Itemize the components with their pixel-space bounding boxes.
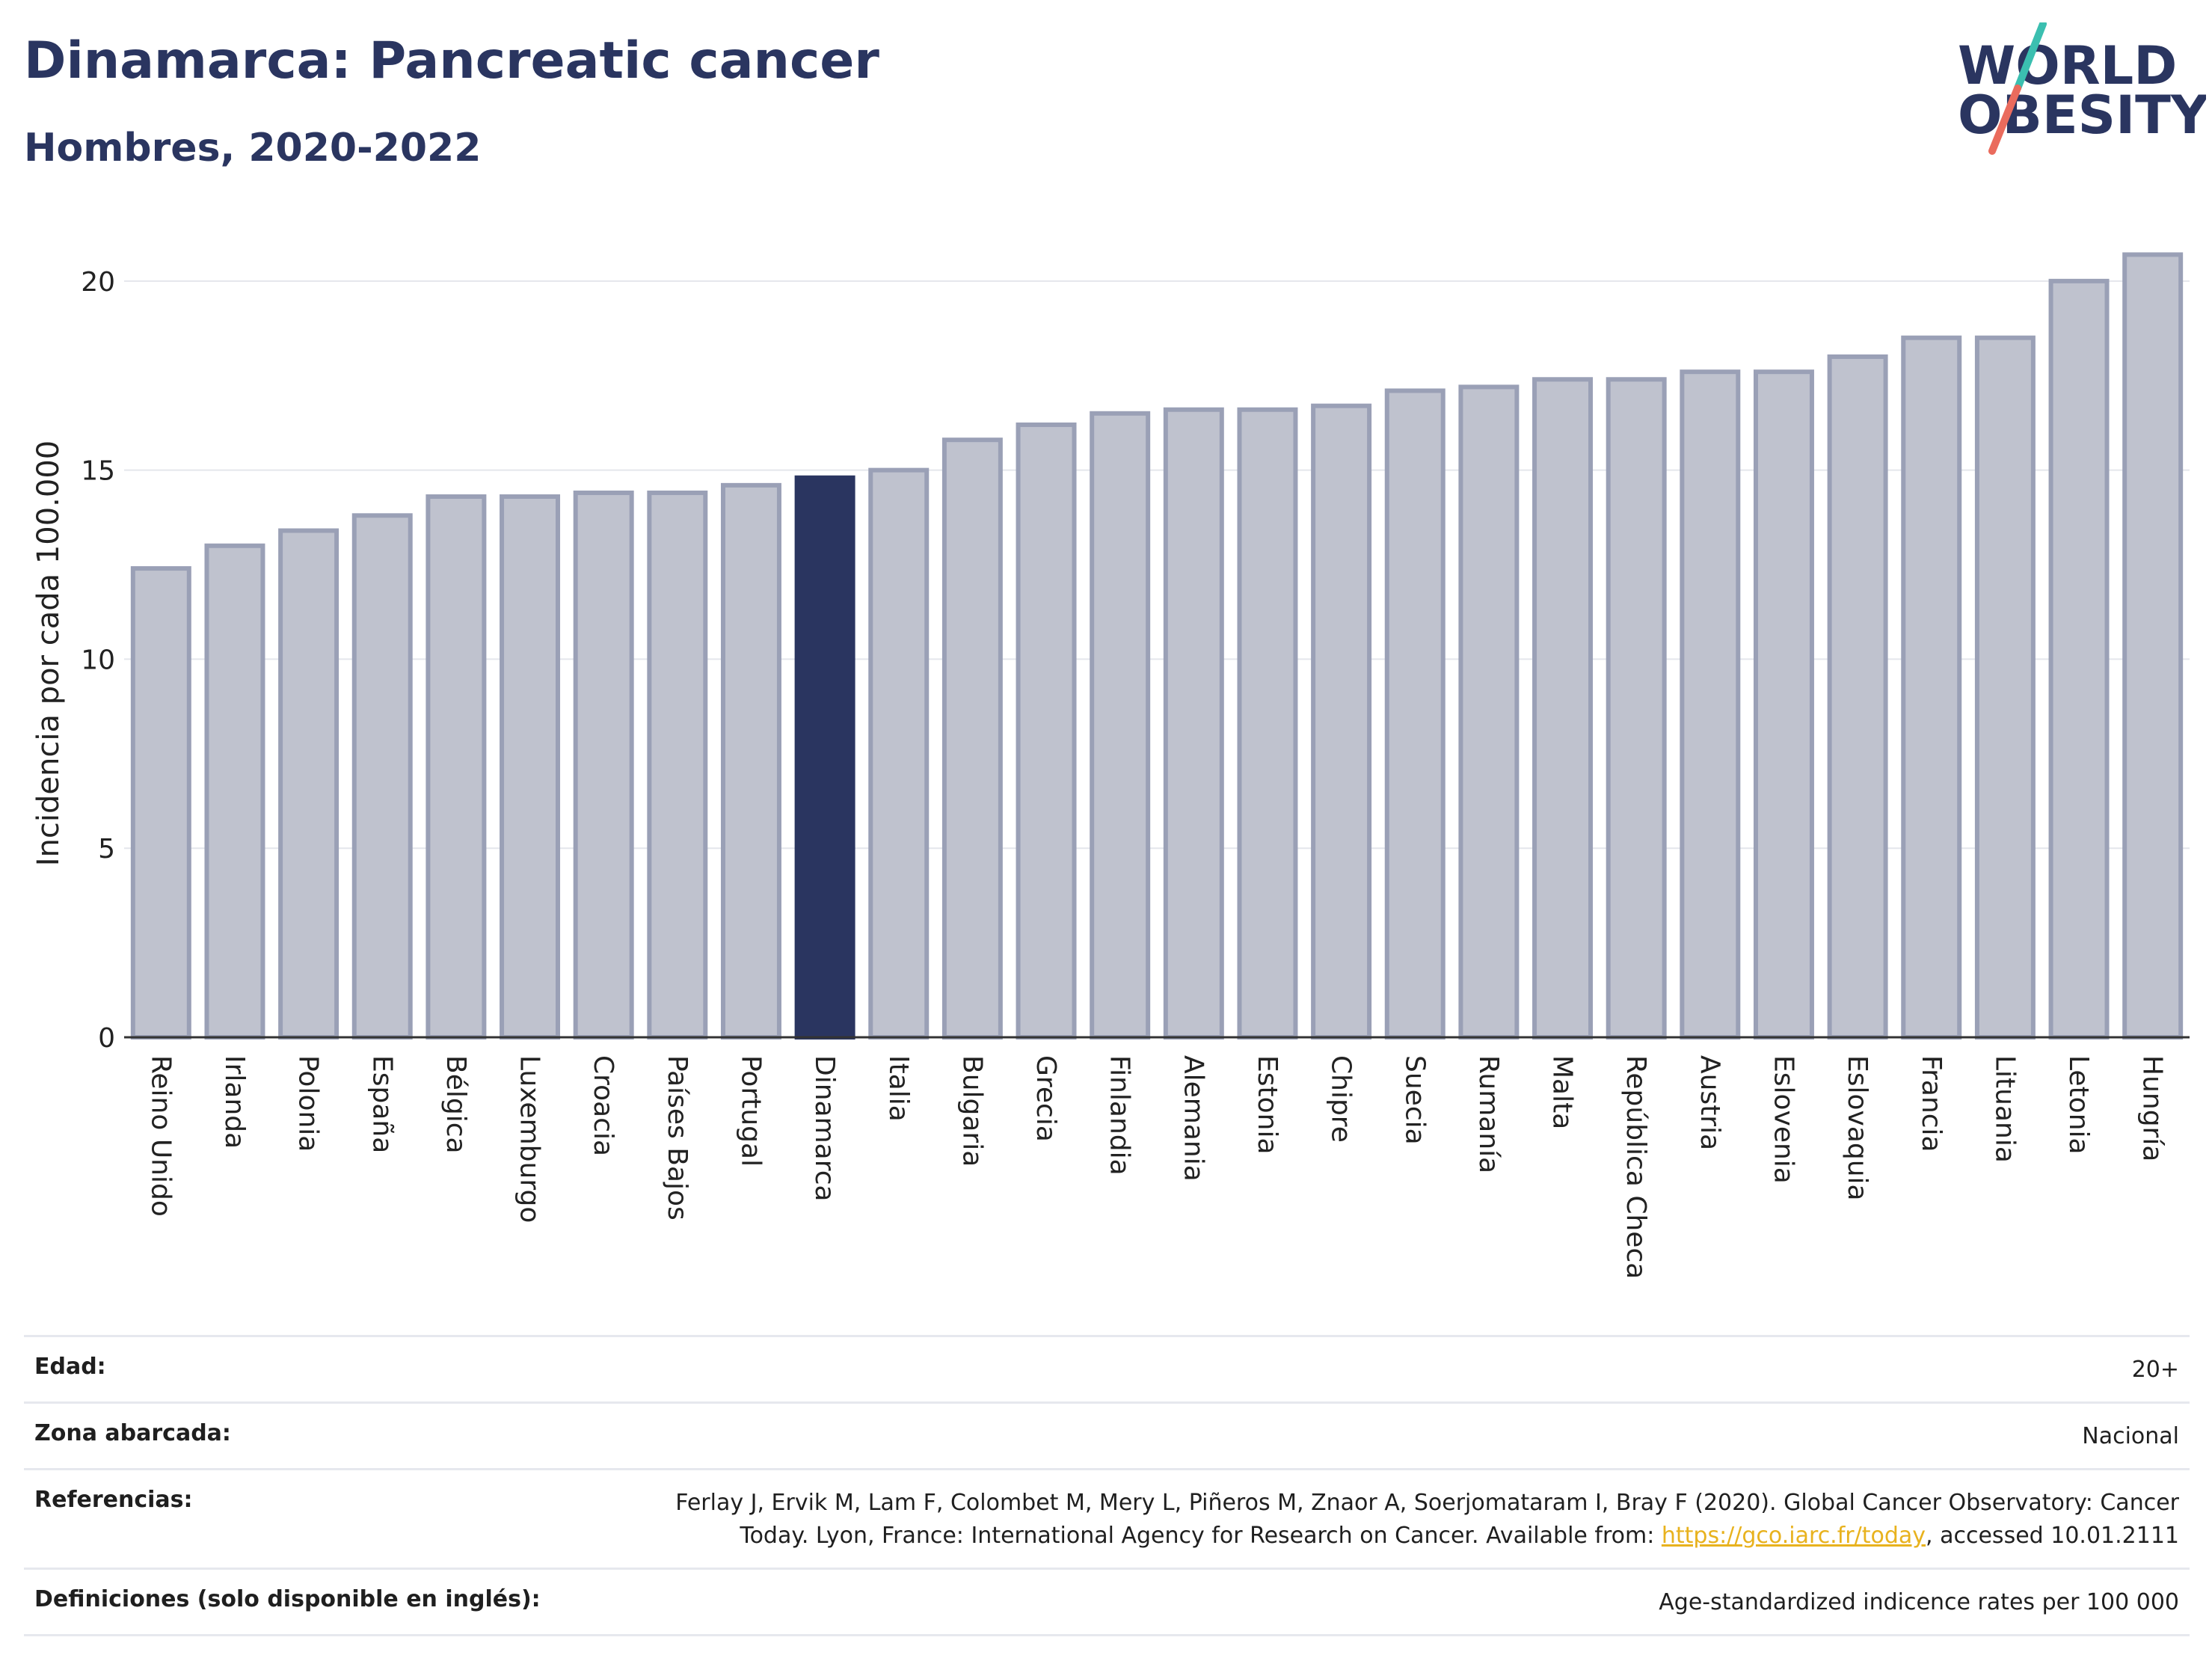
bar-eslovenia [1753,369,1814,1040]
info-key-definitions: Definiciones (solo disponible en inglés)… [34,1586,541,1612]
x-label-irlanda: Irlanda [219,1055,250,1149]
info-row-definitions: Definiciones (solo disponible en inglés)… [24,1568,2190,1636]
info-value-age: 20+ [2131,1357,2179,1383]
info-row-references: Referencias: Ferlay J, Ervik M, Lam F, C… [24,1468,2190,1568]
bar-irlanda [204,543,265,1040]
chart-title: Dinamarca: Pancreatic cancer [24,31,879,90]
x-label-finlandia: Finlandia [1105,1055,1135,1176]
x-label-república-checa: República Checa [1620,1055,1651,1279]
reference-accessed: , accessed 10.01.2111 [1926,1523,2179,1549]
info-key-age: Edad: [34,1354,106,1380]
info-row-age: Edad: 20+ [24,1335,2190,1401]
y-tick-label-5: 5 [98,834,115,865]
y-tick-label-10: 10 [81,645,115,675]
x-label-españa: España [366,1055,397,1153]
x-label-chipre: Chipre [1326,1055,1357,1143]
info-value-references: Ferlay J, Ervik M, Lam F, Colombet M, Me… [609,1487,2179,1553]
logo-text-world: WORLD [1958,35,2177,96]
bar-finlandia [1090,411,1151,1040]
x-label-malta: Malta [1547,1055,1578,1129]
world-obesity-logo: WORLD OBESITY [1958,22,2206,155]
info-row-area: Zona abarcada: Nacional [24,1401,2190,1468]
info-key-area: Zona abarcada: [34,1420,231,1446]
x-label-dinamarca: Dinamarca [809,1055,840,1202]
info-value-definitions: Age-standardized indicence rates per 100… [1659,1589,2179,1615]
bar-grecia [1016,422,1077,1040]
bar-chart: 0 5 10 15 20 Reino Unido Irlanda Polonia España… [31,252,2190,1279]
x-label-reino-unido: Reino Unido [145,1055,176,1217]
x-label-croacia: Croacia [588,1055,618,1156]
x-label-grecia: Grecia [1030,1055,1061,1142]
x-label-eslovaquia: Eslovaquia [1842,1055,1872,1201]
bar-bélgica [425,494,487,1040]
chart-subtitle: Hombres, 2020-2022 [24,126,482,171]
bar-chipre [1311,403,1372,1040]
x-label-lituania: Lituania [1989,1055,2020,1163]
bar-malta [1532,377,1594,1040]
bar-alemania [1163,407,1224,1040]
info-value-area: Nacional [2082,1423,2179,1449]
logo-slash-top [2014,22,2047,92]
x-label-suecia: Suecia [1399,1055,1430,1145]
y-axis-ticks: 0 5 10 15 20 [81,267,115,1054]
bar-francia [1901,335,1962,1040]
x-label-portugal: Portugal [735,1055,766,1167]
bar-bulgaria [941,437,1003,1040]
y-axis-title: Incidencia por cada 100.000 [31,440,66,867]
x-axis-labels: Reino Unido Irlanda Polonia España Bélgica Lu… [145,1055,2167,1279]
bar-lituania [1974,335,2036,1040]
x-label-luxemburgo: Luxemburgo [514,1055,545,1223]
bar-reino-unido [130,566,191,1040]
y-tick-label-15: 15 [81,456,115,487]
x-label-francia: Francia [1916,1055,1947,1152]
reference-link[interactable]: https://gco.iarc.fr/today [1661,1523,1926,1549]
x-label-países-bajos: Países Bajos [662,1055,692,1220]
bar-polonia [278,528,340,1040]
x-label-estonia: Estonia [1252,1055,1282,1155]
logo-slash-bottom [1988,85,2021,155]
y-tick-label-20: 20 [81,267,115,298]
bar-austria [1680,369,1741,1040]
reference-text: Ferlay J, Ervik M, Lam F, Colombet M, Me… [675,1490,2179,1549]
bar-países-bajos [647,490,708,1040]
bar-españa [351,513,413,1040]
bar-rumanía [1458,384,1520,1040]
bar-italia [868,467,930,1040]
bar-croacia [573,490,634,1040]
x-label-italia: Italia [883,1055,914,1122]
x-label-rumanía: Rumanía [1473,1055,1504,1173]
x-label-letonia: Letonia [2063,1055,2094,1155]
info-key-references: Referencias: [34,1487,193,1513]
y-tick-label-0: 0 [98,1023,115,1054]
bars [130,252,2184,1040]
bar-eslovaquia [1827,354,1888,1040]
x-label-bulgaria: Bulgaria [956,1055,987,1167]
x-label-eslovenia: Eslovenia [1768,1055,1798,1184]
bar-estonia [1237,407,1298,1040]
x-label-bélgica: Bélgica [440,1055,471,1154]
x-label-polonia: Polonia [293,1055,324,1152]
bar-república-checa [1606,377,1667,1040]
bar-hungría [2122,252,2184,1040]
bar-dinamarca [794,475,855,1040]
x-label-hungría: Hungría [2137,1055,2168,1161]
bar-letonia [2048,278,2110,1040]
bar-luxemburgo [500,494,561,1040]
info-table: Edad: 20+ Zona abarcada: Nacional Refere… [24,1335,2190,1636]
bar-suecia [1384,388,1446,1040]
bar-portugal [720,482,781,1040]
x-label-alemania: Alemania [1178,1055,1208,1182]
x-label-austria: Austria [1695,1055,1725,1150]
